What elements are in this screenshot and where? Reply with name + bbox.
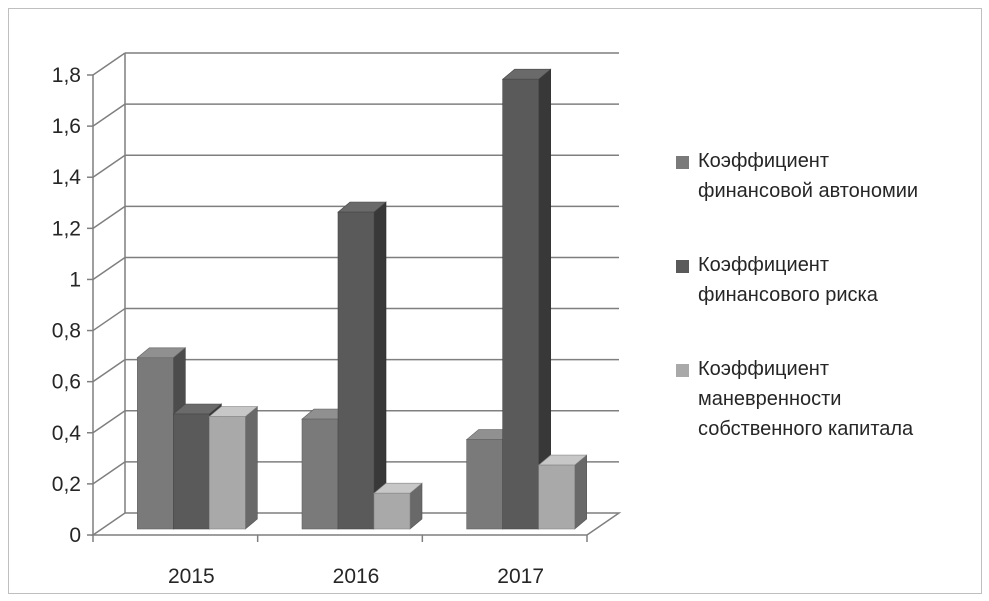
bar (337, 211, 375, 530)
legend-label-maneuverability-line3: собственного капитала (698, 418, 914, 440)
bar-side (245, 405, 258, 530)
bar (209, 416, 246, 530)
bar (538, 464, 575, 530)
gridline-depth (92, 307, 126, 332)
gridline-depth (92, 52, 126, 76)
legend-label-risk-line2: финансового риска (698, 284, 878, 306)
y-tick-label: 1,6 (52, 115, 81, 138)
y-tick-label: 0 (69, 524, 81, 547)
x-category-label: 2015 (168, 565, 215, 588)
legend-item-maneuverability: Коэффициент маневренности собственного к… (676, 354, 976, 444)
y-tick-label: 1,4 (52, 166, 82, 189)
legend-item-autonomy: Коэффициент финансовой автономии (676, 146, 976, 206)
legend-swatch-risk (676, 260, 689, 273)
gridline-depth (92, 359, 126, 383)
chart-legend: Коэффициент финансовой автономии Коэффиц… (676, 146, 976, 488)
bar (173, 413, 210, 530)
y-tick-label: 0,8 (52, 320, 81, 343)
y-tick-label: 1,8 (52, 64, 81, 87)
gridline-depth (92, 410, 126, 434)
bar (502, 78, 539, 530)
legend-swatch-maneuverability (676, 364, 689, 377)
gridline-depth (92, 205, 126, 229)
gridline-depth (92, 461, 126, 485)
y-tick-label: 0,6 (52, 371, 81, 394)
x-category-label: 2016 (333, 565, 380, 588)
bar (466, 439, 503, 530)
bar-side (574, 454, 587, 530)
legend-swatch-autonomy (676, 156, 689, 169)
y-tick-label: 1 (69, 268, 81, 291)
bar (137, 357, 174, 530)
legend-label-autonomy-line1: Коэффициент (698, 150, 830, 172)
y-tick-label: 1,2 (52, 217, 81, 240)
y-tick-label: 0,2 (52, 473, 81, 496)
y-tick-label: 0,4 (52, 422, 82, 445)
legend-label-maneuverability-line1: Коэффициент (698, 358, 830, 380)
legend-item-risk: Коэффициент финансового риска (676, 250, 976, 310)
gridline-depth (92, 103, 126, 127)
bar (373, 492, 411, 530)
legend-label-autonomy-line2: финансовой автономии (698, 180, 919, 202)
legend-label-maneuverability-line2: маневренности (698, 388, 842, 410)
gridline-depth (92, 154, 126, 178)
bar (301, 418, 339, 530)
legend-label-risk-line1: Коэффициент (698, 254, 830, 276)
gridline-depth (92, 256, 126, 281)
x-category-label: 2017 (497, 565, 544, 588)
bar-side (373, 201, 387, 530)
